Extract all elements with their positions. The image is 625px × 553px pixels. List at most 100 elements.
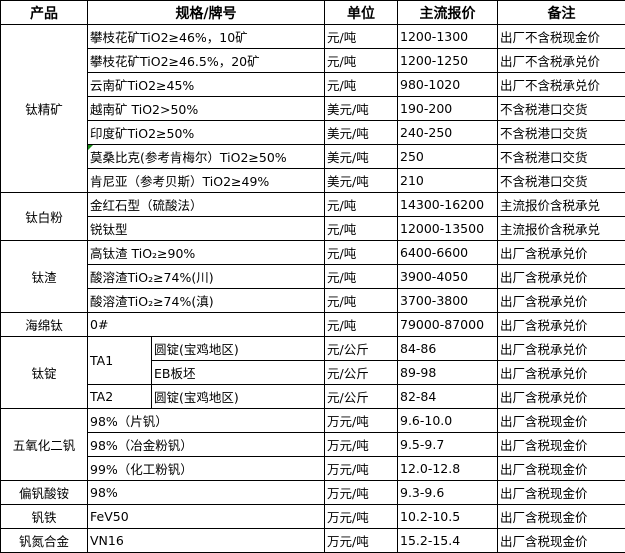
unit-cell: 元/吨	[324, 312, 398, 337]
price-cell: 12000-13500	[397, 216, 498, 241]
header-row: 产品 规格/牌号 单位 主流报价 备注	[0, 0, 625, 25]
spec-cell: 攀枝花矿TiO2≥46.5%，20矿	[87, 48, 325, 73]
spec-cell: 98%（冶金粉钒）	[87, 432, 325, 457]
price-cell: 9.3-9.6	[397, 480, 498, 505]
table-row: 钛精矿 攀枝花矿TiO2≥46%，10矿 元/吨 1200-1300 出厂不含税现金价	[0, 24, 625, 193]
note-cell: 出厂含税承兑价	[497, 336, 625, 361]
note-cell: 出厂含税现金价	[497, 432, 625, 457]
unit-cell: 万元/吨	[324, 480, 398, 505]
table-row: 99%（化工粉钒） 万元/吨 12.0-12.8 出厂含税现金价	[1, 456, 625, 481]
unit-cell: 元/吨	[324, 48, 398, 73]
spec-cell: 金红石型（硫酸法）	[87, 192, 325, 217]
table-row: 钛渣 高钛渣 TiO₂≥90% 元/吨 6400-6600 出厂含税承兑价	[0, 240, 625, 313]
unit-cell: 元/吨	[324, 24, 398, 49]
note-cell: 出厂含税承兑价	[497, 312, 625, 337]
note-cell: 出厂含税承兑价	[497, 264, 625, 289]
table-row: 肯尼亚（参考贝斯）TiO2≥49% 美元/吨 210 不含税港口交货	[1, 168, 625, 193]
header-unit: 单位	[324, 0, 398, 25]
note-cell: 出厂含税现金价	[497, 456, 625, 481]
unit-cell: 元/吨	[324, 240, 398, 265]
unit-cell: 万元/吨	[324, 456, 398, 481]
price-cell: 9.5-9.7	[397, 432, 498, 457]
unit-cell: 元/吨	[324, 264, 398, 289]
unit-cell: 美元/吨	[324, 96, 398, 121]
spec-cell: 圆锭(宝鸡地区)	[151, 384, 325, 409]
price-cell: 980-1020	[397, 72, 498, 97]
price-cell: 9.6-10.0	[397, 408, 498, 433]
unit-cell: 美元/吨	[324, 120, 398, 145]
table-row: 攀枝花矿TiO2≥46.5%，20矿 元/吨 1200-1250 出厂不含税承兑价	[1, 48, 625, 73]
spec-cell: VN16	[87, 528, 325, 553]
price-cell: 1200-1300	[397, 24, 498, 49]
product-cell: 钛渣	[0, 240, 88, 313]
price-cell: 82-84	[397, 384, 498, 409]
product-cell: 五氧化二钒	[0, 408, 88, 481]
spec-cell: 锐钛型	[87, 216, 325, 241]
note-cell: 不含税港口交货	[497, 144, 625, 169]
unit-cell: 元/吨	[324, 192, 398, 217]
unit-cell: 元/公斤	[324, 384, 398, 409]
grade-cell: TA1	[87, 336, 152, 385]
price-cell: 1200-1250	[397, 48, 498, 73]
note-cell: 不含税港口交货	[497, 168, 625, 193]
price-cell: 250	[397, 144, 498, 169]
price-cell: 84-86	[397, 336, 498, 361]
table-row: 钛白粉 金红石型（硫酸法） 元/吨 14300-16200 主流报价含税承兑	[0, 192, 625, 241]
table-row: 五氧化二钒 98%（片钒） 万元/吨 9.6-10.0 出厂含税现金价	[0, 408, 625, 481]
note-cell: 出厂含税现金价	[497, 504, 625, 529]
grade-cell: TA2	[87, 384, 152, 409]
header-price: 主流报价	[397, 0, 498, 25]
spec-cell: 高钛渣 TiO₂≥90%	[87, 240, 325, 265]
note-cell: 出厂含税承兑价	[497, 360, 625, 385]
spec-cell: 越南矿 TiO2>50%	[87, 96, 325, 121]
header-note: 备注	[497, 0, 625, 25]
price-cell: 190-200	[397, 96, 498, 121]
spec-cell: 98%	[87, 480, 325, 505]
price-cell: 240-250	[397, 120, 498, 145]
price-cell: 89-98	[397, 360, 498, 385]
note-cell: 主流报价含税承兑	[497, 192, 625, 217]
note-cell: 出厂含税承兑价	[497, 384, 625, 409]
note-cell: 主流报价含税承兑	[497, 216, 625, 241]
table-row: 钒铁 FeV50 万元/吨 10.2-10.5 出厂含税现金价	[0, 504, 625, 529]
spec-cell: 云南矿TiO2≥45%	[87, 72, 325, 97]
price-cell: 79000-87000	[397, 312, 498, 337]
unit-cell: 元/吨	[324, 288, 398, 313]
spec-cell: 攀枝花矿TiO2≥46%，10矿	[87, 24, 325, 49]
note-cell: 不含税港口交货	[497, 120, 625, 145]
note-cell: 出厂不含税承兑价	[497, 72, 625, 97]
price-cell: 3900-4050	[397, 264, 498, 289]
price-cell: 210	[397, 168, 498, 193]
note-cell: 出厂含税现金价	[497, 480, 625, 505]
note-cell: 出厂不含税现金价	[497, 24, 625, 49]
table-row: 钒氮合金 VN16 万元/吨 15.2-15.4 出厂含税现金价	[0, 528, 625, 553]
header-spec: 规格/牌号	[87, 0, 325, 25]
product-cell: 海绵钛	[0, 312, 88, 337]
unit-cell: 万元/吨	[324, 504, 398, 529]
spec-cell: 98%（片钒）	[87, 408, 325, 433]
note-cell: 出厂含税承兑价	[497, 288, 625, 313]
product-cell: 钛锭	[0, 336, 88, 409]
price-cell: 3700-3800	[397, 288, 498, 313]
unit-cell: 万元/吨	[324, 408, 398, 433]
unit-cell: 万元/吨	[324, 432, 398, 457]
note-cell: 出厂含税承兑价	[497, 240, 625, 265]
table-row: 酸溶渣TiO₂≥74%(川) 元/吨 3900-4050 出厂含税承兑价	[1, 264, 625, 289]
note-cell: 出厂不含税承兑价	[497, 48, 625, 73]
product-cell: 钛精矿	[0, 24, 88, 193]
note-cell: 不含税港口交货	[497, 96, 625, 121]
table-row: 钛锭 TA1 圆锭(宝鸡地区) 元/公斤 84-86 出厂含税承兑价	[0, 336, 625, 409]
spec-cell: EB板坯	[151, 360, 325, 385]
spec-cell: FeV50	[87, 504, 325, 529]
unit-cell: 美元/吨	[324, 144, 398, 169]
note-cell: 出厂含税现金价	[497, 408, 625, 433]
table-row: 98%（冶金粉钒） 万元/吨 9.5-9.7 出厂含税现金价	[1, 432, 625, 457]
product-cell: 钒铁	[0, 504, 88, 529]
header-product: 产品	[0, 0, 88, 25]
table-row: 锐钛型 元/吨 12000-13500 主流报价含税承兑	[1, 216, 625, 241]
table-row: 莫桑比克(参考肯梅尔）TiO2≥50% 美元/吨 250 不含税港口交货	[1, 144, 625, 169]
table-row: 海绵钛 0# 元/吨 79000-87000 出厂含税承兑价	[0, 312, 625, 337]
spec-cell: 莫桑比克(参考肯梅尔）TiO2≥50%	[87, 144, 325, 169]
table-row: 印度矿TiO2≥50% 美元/吨 240-250 不含税港口交货	[1, 120, 625, 145]
